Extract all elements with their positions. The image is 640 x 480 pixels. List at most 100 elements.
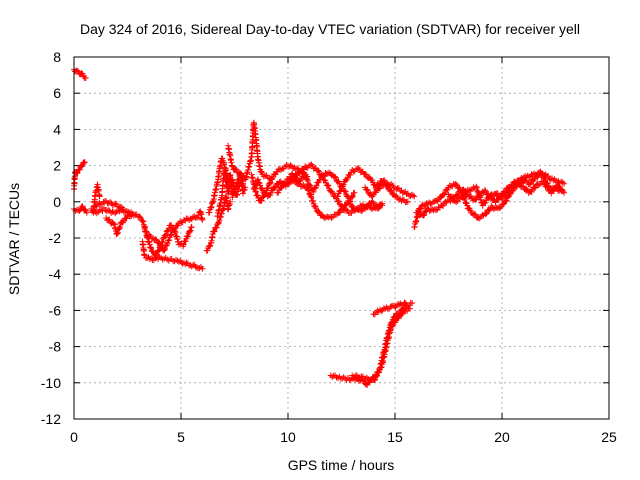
data-point: [177, 218, 184, 225]
data-point: [192, 263, 199, 270]
data-point: [466, 186, 473, 193]
data-point: [397, 300, 404, 307]
data-point: [207, 242, 214, 249]
data-point: [130, 211, 137, 218]
data-point: [312, 205, 319, 212]
data-point: [349, 166, 356, 173]
data-point: [559, 179, 566, 186]
data-point: [387, 303, 394, 310]
data-point: [186, 228, 193, 235]
data-point: [117, 223, 124, 230]
data-point: [302, 163, 309, 170]
data-point: [521, 178, 528, 185]
data-point: [180, 216, 187, 223]
data-point: [240, 180, 247, 187]
data-point: [74, 169, 81, 176]
y-tick-label: -8: [49, 339, 62, 355]
y-tick-label: -2: [49, 230, 62, 246]
data-point: [185, 232, 192, 239]
data-point: [305, 162, 312, 169]
data-point: [490, 192, 497, 199]
data-point: [315, 179, 322, 186]
data-point: [340, 374, 347, 381]
data-point: [523, 186, 530, 193]
data-point: [452, 180, 459, 187]
data-point: [136, 213, 143, 220]
data-point: [168, 231, 175, 238]
data-point: [79, 203, 86, 210]
data-point: [532, 184, 539, 191]
data-point: [520, 183, 527, 190]
data-point: [155, 247, 162, 254]
y-tick-label: 2: [53, 158, 61, 174]
data-point: [110, 220, 117, 227]
data-point: [180, 241, 187, 248]
data-point: [275, 189, 282, 196]
data-point: [326, 169, 333, 176]
data-point: [76, 207, 83, 214]
chart-title: Day 324 of 2016, Sidereal Day-to-day VTE…: [80, 21, 580, 37]
data-point: [215, 220, 222, 227]
data-point: [305, 181, 312, 188]
data-point: [211, 228, 218, 235]
data-point: [154, 248, 161, 255]
data-point: [561, 189, 568, 196]
data-point: [81, 158, 88, 165]
data-point: [148, 245, 155, 252]
data-point: [123, 215, 130, 222]
data-point: [114, 230, 121, 237]
data-point: [540, 178, 547, 185]
data-point: [414, 209, 421, 216]
data-point: [393, 186, 400, 193]
data-point: [510, 182, 517, 189]
data-point: [292, 166, 299, 173]
data-point: [153, 236, 160, 243]
data-point: [186, 228, 193, 235]
data-point: [531, 185, 538, 192]
data-point: [272, 183, 279, 190]
data-point: [315, 168, 322, 175]
data-point: [544, 184, 551, 191]
data-point: [339, 203, 346, 210]
data-point: [334, 193, 341, 200]
data-point: [103, 208, 110, 215]
data-point: [388, 188, 395, 195]
grid: [74, 57, 609, 419]
data-point: [462, 190, 469, 197]
data-point: [559, 186, 566, 193]
data-point: [262, 189, 269, 196]
data-point: [310, 188, 317, 195]
data-point: [106, 216, 113, 223]
data-point: [275, 166, 282, 173]
data-point: [82, 74, 89, 81]
data-point: [347, 171, 354, 178]
data-point: [208, 203, 215, 210]
plot-frame: [73, 56, 610, 420]
data-point: [276, 179, 283, 186]
data-point: [258, 185, 265, 192]
data-point: [189, 262, 196, 269]
data-point: [324, 182, 331, 189]
data-point: [287, 162, 294, 169]
data-point: [336, 198, 343, 205]
data-point: [524, 172, 531, 179]
data-point: [543, 183, 550, 190]
data-point: [187, 215, 194, 222]
data-point: [162, 245, 169, 252]
axis-ticks: 0 5 10 15 20 25 -12 -10 -8 -6 -4 -2 0 2 4 6 8: [41, 49, 617, 445]
data-point: [191, 213, 198, 220]
x-axis-label: GPS time / hours: [288, 457, 395, 473]
data-point: [460, 194, 467, 201]
x-tick-label: 5: [177, 429, 185, 445]
data-point: [446, 182, 453, 189]
data-point: [240, 190, 247, 197]
data-point: [506, 187, 513, 194]
data-point: [502, 198, 509, 205]
data-point: [347, 198, 354, 205]
data-point: [259, 194, 266, 201]
data-point: [153, 252, 160, 259]
data-point: [241, 186, 248, 193]
data-point: [345, 194, 352, 201]
data-point: [342, 188, 349, 195]
data-point: [453, 199, 460, 206]
